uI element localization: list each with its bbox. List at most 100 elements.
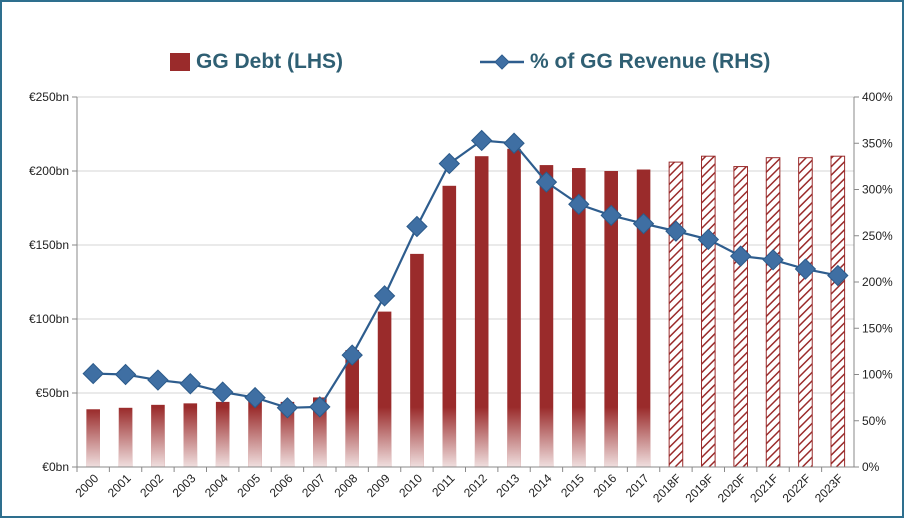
bar-fade <box>86 409 100 467</box>
bar-fade <box>442 407 457 467</box>
bar-fade <box>539 407 554 467</box>
bar-fade <box>248 407 262 467</box>
x-tick-label: 2018F <box>650 471 684 505</box>
bar-fade <box>313 407 327 467</box>
data-point <box>665 220 687 242</box>
x-tick-label: 2017 <box>623 471 652 500</box>
y-left-tick-label: €150bn <box>29 238 69 252</box>
y-right-tick-label: 150% <box>862 321 893 335</box>
bar <box>442 185 457 468</box>
data-point <box>179 373 202 395</box>
x-tick-label: 2022F <box>780 471 814 505</box>
legend-swatch-revenue <box>480 52 524 72</box>
x-tick-label: 2014 <box>526 471 555 500</box>
data-point <box>373 285 396 307</box>
bar-fade <box>377 407 392 467</box>
chart-legend: GG Debt (LHS) % of GG Revenue (RHS) <box>2 46 902 78</box>
x-tick-label: 2023F <box>812 471 846 505</box>
bar <box>539 165 554 467</box>
y-right-tick-label: 50% <box>862 414 886 428</box>
data-point <box>762 249 784 271</box>
y-right-tick-label: 250% <box>862 229 893 243</box>
y-right-tick-label: 200% <box>862 275 893 289</box>
legend-label-debt: GG Debt (LHS) <box>196 50 343 73</box>
legend-item-revenue: % of GG Revenue (RHS) <box>480 46 770 78</box>
x-tick-label: 2015 <box>558 471 587 500</box>
bar-fade <box>572 407 586 467</box>
y-right-tick-label: 300% <box>862 183 893 197</box>
legend-swatch-debt <box>170 53 190 71</box>
bar <box>604 171 618 467</box>
data-point <box>114 363 137 386</box>
x-tick-label: 2011 <box>429 471 457 499</box>
y-left-tick-label: €50bn <box>36 386 69 400</box>
x-tick-label: 2009 <box>364 471 393 500</box>
line-series <box>82 129 849 419</box>
y-right-tick-label: 400% <box>862 90 893 104</box>
data-point <box>276 397 299 419</box>
x-tick-label: 2007 <box>299 471 328 500</box>
data-point <box>211 381 234 403</box>
legend-label-revenue: % of GG Revenue (RHS) <box>530 50 771 73</box>
data-point <box>503 132 525 154</box>
data-point <box>729 245 752 267</box>
x-tick-label: 2000 <box>73 471 102 500</box>
bar-series <box>86 148 846 468</box>
bar <box>507 148 521 468</box>
data-point <box>341 344 363 366</box>
bar <box>733 166 748 468</box>
legend-item-debt: GG Debt (LHS) <box>170 46 343 78</box>
bar <box>830 155 846 468</box>
data-point <box>244 386 266 409</box>
data-point <box>147 369 169 391</box>
bar-fade <box>118 407 133 467</box>
x-tick-label: 2020F <box>715 471 749 505</box>
series-line <box>93 139 839 409</box>
x-tick-label: 2008 <box>332 471 361 500</box>
data-point <box>309 396 331 418</box>
bar-fade <box>507 407 521 467</box>
y-right-tick-label: 0% <box>862 460 880 474</box>
bar <box>572 168 586 468</box>
x-tick-label: 2012 <box>461 471 490 500</box>
data-point <box>470 129 493 152</box>
data-point <box>697 228 720 251</box>
bar <box>701 155 716 468</box>
y-left-tick-label: €200bn <box>29 164 69 178</box>
x-tick-label: 2004 <box>202 471 231 500</box>
bar-fade <box>474 407 489 467</box>
x-tick-label: 2016 <box>591 471 620 500</box>
x-tick-label: 2001 <box>105 471 134 500</box>
x-tick-label: 2003 <box>170 471 199 500</box>
data-point <box>535 171 558 193</box>
data-point <box>827 264 849 287</box>
data-point <box>438 152 461 175</box>
y-left-tick-label: €0bn <box>42 460 69 474</box>
bar-fade <box>345 407 359 467</box>
bar-fade <box>183 407 198 467</box>
x-tick-label: 2019F <box>682 471 716 505</box>
bar <box>765 157 781 468</box>
bar-fade <box>604 407 618 467</box>
bar <box>636 169 651 467</box>
data-point <box>568 193 590 216</box>
x-tick-label: 2002 <box>137 471 166 500</box>
data-point <box>632 213 655 235</box>
data-point <box>406 215 428 238</box>
x-tick-label: 2005 <box>234 471 263 500</box>
bar <box>474 156 489 467</box>
bar-fade <box>636 407 651 467</box>
bar-fade <box>280 407 295 467</box>
data-point <box>794 258 817 280</box>
y-left-tick-label: €100bn <box>29 312 69 326</box>
data-point <box>82 362 104 385</box>
x-tick-label: 2006 <box>267 471 296 500</box>
x-tick-label: 2013 <box>493 471 522 500</box>
y-right-tick-label: 100% <box>862 368 893 382</box>
bar-fade <box>410 407 424 467</box>
data-point <box>600 204 622 227</box>
bar <box>798 157 813 468</box>
bar-fade <box>151 407 165 467</box>
